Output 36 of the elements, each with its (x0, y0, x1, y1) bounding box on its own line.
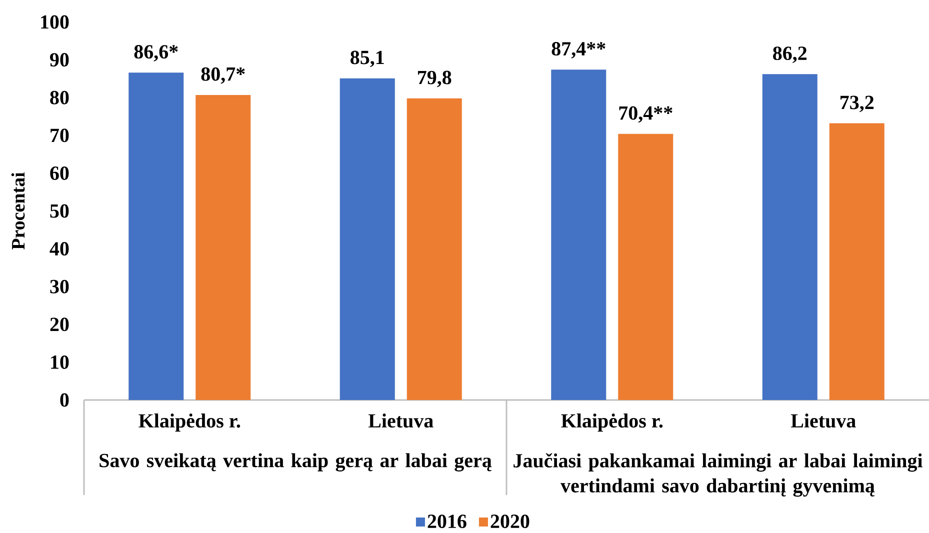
bar (829, 123, 884, 400)
y-tick-label: 50 (50, 204, 69, 218)
bar (128, 72, 184, 400)
y-tick-label: 10 (51, 355, 69, 369)
x-tick-label: Klaipėdos r. (561, 414, 663, 432)
bar (340, 78, 395, 400)
y-axis-title: Procentai (11, 172, 25, 250)
data-label: 80,7* (201, 67, 245, 84)
data-label: 70,4** (619, 106, 672, 123)
y-tick-label: 20 (50, 318, 69, 332)
data-label: 86,6* (134, 45, 178, 62)
y-tick-label: 90 (50, 53, 69, 67)
y-tick-label: 40 (50, 242, 69, 256)
x-tick-label: Lietuva (790, 414, 856, 428)
bar (618, 134, 674, 400)
data-label: 73,2 (840, 96, 874, 112)
data-label: 87,4** (552, 42, 606, 58)
y-tick-label: 80 (50, 90, 69, 104)
y-tick-label: 100 (41, 15, 69, 29)
text: Savo sveikatą vertina kaip gerą ar labai gerą (100, 453, 492, 472)
x-tick-label: Lietuva (368, 414, 434, 428)
y-tick-label: 30 (50, 280, 69, 294)
bar (551, 70, 606, 400)
legend-label: 2016 (428, 514, 466, 528)
text: Jaučiasi pakankamai laimingi ar labai laimingi vertindami savo dabartinį gyvenimą (514, 453, 923, 497)
data-label: 86,2 (773, 46, 807, 63)
legend-label: 2020 (490, 514, 530, 528)
data-label: 85,1 (350, 50, 384, 68)
y-tick-label: 0 (60, 393, 69, 407)
bar (762, 74, 818, 400)
data-label: 79,8 (418, 70, 452, 88)
bar (406, 98, 462, 400)
x-tick-label: Klaipėdos r. (138, 414, 240, 432)
y-tick-label: 60 (50, 166, 69, 180)
y-tick-label: 70 (50, 128, 69, 142)
bar (196, 94, 251, 400)
